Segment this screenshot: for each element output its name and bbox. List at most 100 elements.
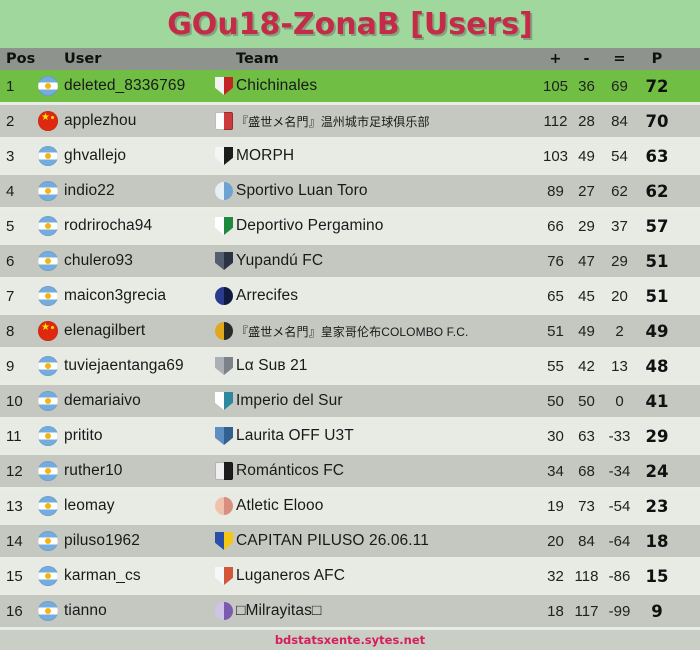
flag-argentina-icon	[38, 286, 58, 306]
username: demariaivo	[64, 392, 141, 409]
stat-equal: 0	[615, 392, 624, 410]
team-badge-icon	[215, 497, 233, 515]
stat-minus: 118	[574, 567, 599, 585]
stat-equal: 69	[611, 77, 628, 95]
stat-minus: 68	[578, 462, 595, 480]
points: 63	[645, 146, 669, 166]
flag-argentina-icon	[38, 496, 58, 516]
table-row: 11 pritito Laurita OFF U3T 30 63 -33 29	[0, 420, 700, 455]
flag-cell	[38, 461, 64, 481]
team-name: Chichinales	[236, 77, 318, 94]
stat-plus: 34	[547, 462, 564, 480]
position-cell: 12	[6, 462, 23, 480]
position-cell: 14	[6, 532, 23, 550]
team-name: Atletic Elooo	[236, 497, 324, 514]
team-name: CAPITAN PILUSO 26.06.11	[236, 532, 429, 549]
team-name: Laurita OFF U3T	[236, 427, 354, 444]
username: deleted_8336769	[64, 77, 186, 94]
team-badge-icon	[215, 217, 233, 235]
stat-equal: -86	[608, 567, 631, 585]
points: 51	[645, 251, 669, 271]
badge-cell	[215, 287, 236, 305]
username: chulero93	[64, 252, 133, 269]
team-name: Arrecifes	[236, 287, 299, 304]
username: piluso1962	[64, 532, 140, 549]
stat-equal: 2	[615, 322, 624, 340]
flag-cell	[38, 216, 64, 236]
flag-cell	[38, 426, 64, 446]
table-row: 14 piluso1962 CAPITAN PILUSO 26.06.11 20 84-…	[0, 525, 700, 560]
team-name: Yupandú FC	[236, 252, 324, 269]
stat-minus: 29	[578, 217, 595, 235]
stat-plus: 19	[547, 497, 564, 515]
stat-plus: 76	[547, 252, 564, 270]
team-badge-icon	[215, 532, 233, 550]
table-row: 3 ghvallejo MORPH 103 49 54 63	[0, 140, 700, 175]
column-header-points: P	[651, 51, 663, 67]
stat-equal: 84	[611, 112, 628, 130]
badge-cell	[215, 497, 236, 515]
column-header-plus: +	[549, 51, 562, 67]
position-cell: 3	[6, 147, 15, 165]
points: 57	[645, 216, 669, 236]
page-title: GOu18-ZonaB [Users]	[167, 6, 533, 42]
flag-cell	[38, 111, 64, 131]
flag-cell	[38, 181, 64, 201]
stat-plus: 112	[543, 112, 568, 130]
stat-minus: 42	[578, 357, 595, 375]
stat-equal: 62	[611, 182, 628, 200]
username: leomay	[64, 497, 115, 514]
column-header-equal: =	[613, 51, 626, 67]
flag-cell	[38, 76, 64, 96]
stat-plus: 65	[547, 287, 564, 305]
username: pritito	[64, 427, 103, 444]
stat-equal: 37	[611, 217, 628, 235]
badge-cell	[215, 462, 236, 480]
flag-cell	[38, 146, 64, 166]
stat-equal: 29	[611, 252, 628, 270]
table-row: 7 maicon3grecia Arrecifes 65 45 20 51	[0, 280, 700, 315]
team-badge-icon	[215, 322, 233, 340]
stat-equal: -64	[608, 532, 631, 550]
badge-cell	[215, 567, 236, 585]
points: 15	[645, 566, 669, 586]
flag-cell	[38, 566, 64, 586]
footer: bdstatsxente.sytes.net	[0, 630, 700, 650]
flag-cell	[38, 321, 64, 341]
flag-argentina-icon	[38, 461, 58, 481]
team-name: □Milrayitas□	[236, 602, 322, 619]
flag-china-icon	[38, 321, 58, 341]
stat-plus: 50	[547, 392, 564, 410]
flag-cell	[38, 391, 64, 411]
team-badge-icon	[215, 252, 233, 270]
team-name: Sportivo Luan Toro	[236, 182, 368, 199]
position-cell: 8	[6, 322, 15, 340]
team-badge-icon	[215, 147, 233, 165]
flag-cell	[38, 601, 64, 621]
footer-link[interactable]: bdstatsxente.sytes.net	[274, 633, 426, 647]
table-row: 2 applezhou 『盛世メ名門』温州城市足球俱乐部 112 28 84 70	[0, 105, 700, 140]
position-cell: 6	[6, 252, 15, 270]
table-row: 1 deleted_8336769 Chichinales 105 36 69 72	[0, 70, 700, 105]
flag-argentina-icon	[38, 426, 58, 446]
stat-minus: 63	[578, 427, 595, 445]
team-name: Deportivo Pergamino	[236, 217, 384, 234]
points: 48	[645, 356, 669, 376]
position-cell: 15	[6, 567, 23, 585]
stat-minus: 73	[578, 497, 595, 515]
stat-minus: 50	[578, 392, 595, 410]
username: ghvallejo	[64, 147, 127, 164]
flag-argentina-icon	[38, 146, 58, 166]
points: 70	[645, 111, 669, 131]
points: 24	[645, 461, 669, 481]
table-row: 15 karman_cs Luganeros AFC 32 118 -86 15	[0, 560, 700, 595]
points: 41	[645, 391, 669, 411]
username: tuviejaentanga69	[64, 357, 184, 374]
stat-equal: -54	[608, 497, 631, 515]
flag-argentina-icon	[38, 181, 58, 201]
table-row: 9 tuviejaentanga69 Lα Suʙ 21 55 42 13 48	[0, 350, 700, 385]
position-cell: 5	[6, 217, 15, 235]
team-name: Románticos FC	[236, 462, 345, 479]
table-row: 5 rodrirocha94 Deportivo Pergamino 66 29 37 57	[0, 210, 700, 245]
